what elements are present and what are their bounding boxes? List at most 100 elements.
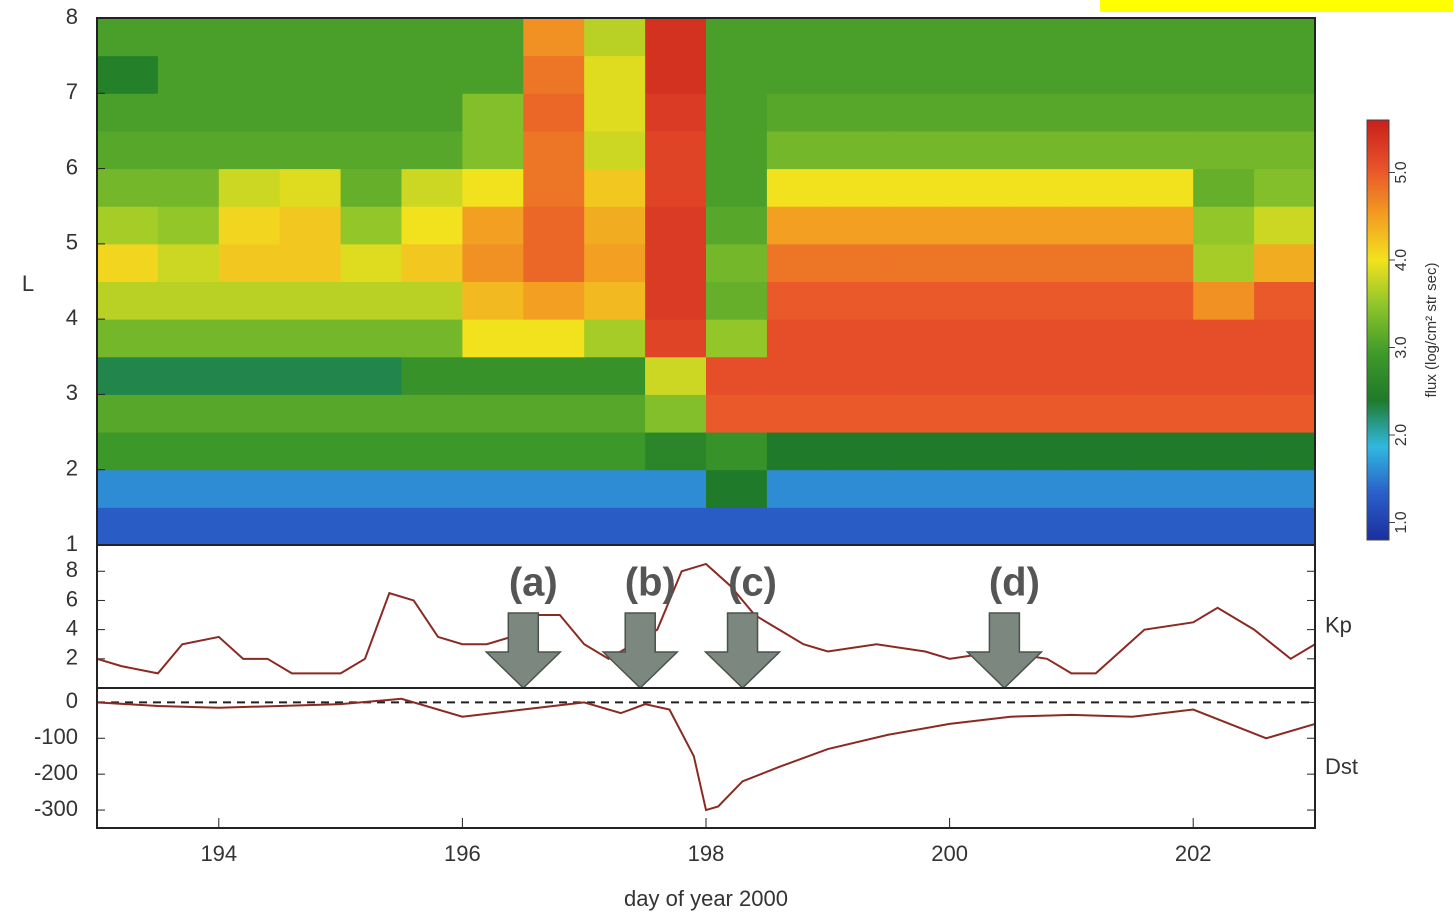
heat-cell: [888, 168, 951, 207]
heat-cell: [462, 507, 524, 546]
heat-cell: [1132, 319, 1194, 358]
heat-cell: [1254, 432, 1316, 471]
heat-cell: [401, 243, 463, 282]
heat-cell: [584, 206, 646, 245]
heat-cell: [1010, 356, 1072, 395]
heat-cell: [279, 356, 342, 395]
heat-cell: [584, 168, 646, 207]
heat-cell: [462, 93, 524, 132]
heat-cell: [279, 18, 342, 57]
heat-cell: [645, 356, 707, 395]
heat-cell: [827, 469, 890, 508]
panel-frame: [96, 687, 1316, 829]
heat-cell: [401, 18, 463, 57]
heat-cell: [97, 507, 159, 546]
heat-cell: [827, 18, 890, 57]
heat-cell: [949, 319, 1011, 358]
y-tick-label: 8: [66, 4, 78, 29]
heat-cell: [462, 168, 524, 207]
heat-cell: [1193, 469, 1255, 508]
heat-cell: [218, 206, 281, 245]
heat-cell: [1193, 168, 1255, 207]
heat-cell: [1071, 281, 1133, 320]
heat-cell: [462, 130, 524, 170]
heat-cell: [340, 206, 402, 245]
heat-cell: [645, 168, 707, 207]
heat-cell: [827, 168, 890, 207]
highlight-bar: [1100, 0, 1453, 12]
heat-cell: [888, 394, 951, 433]
heat-cell: [218, 55, 281, 94]
heat-cell: [401, 55, 463, 94]
heat-cell: [766, 55, 829, 94]
heat-cell: [584, 356, 646, 395]
heat-cell: [706, 469, 768, 508]
heat-cell: [218, 168, 281, 207]
heat-cell: [1193, 18, 1255, 57]
heat-cell: [584, 18, 646, 57]
heat-cell: [584, 319, 646, 358]
heat-cell: [888, 18, 951, 57]
heat-cell: [340, 243, 402, 282]
heat-cell: [888, 432, 951, 471]
heat-cell: [766, 93, 829, 132]
heat-cell: [462, 394, 524, 433]
heat-cell: [340, 130, 402, 170]
heat-cell: [1254, 469, 1316, 508]
heat-cell: [584, 55, 646, 94]
heat-cell: [827, 206, 890, 245]
heat-cell: [766, 168, 829, 207]
heat-cell: [401, 469, 463, 508]
y-axis-label: L: [22, 271, 34, 296]
heat-cell: [645, 18, 707, 57]
data-line: [96, 697, 1316, 812]
heat-cell: [401, 432, 463, 471]
heat-cell: [827, 356, 890, 395]
heat-cell: [157, 394, 220, 433]
heat-cell: [97, 55, 159, 94]
heat-cell: [1132, 130, 1194, 170]
heat-cell: [766, 469, 829, 508]
arrow-label: (b): [625, 561, 676, 605]
heat-cell: [279, 432, 342, 471]
heat-cell: [1010, 206, 1072, 245]
heat-cell: [827, 130, 890, 170]
heat-cell: [645, 281, 707, 320]
heat-cell: [1254, 394, 1316, 433]
heat-cell: [340, 507, 402, 546]
heat-cell: [1132, 469, 1194, 508]
heat-cell: [218, 281, 281, 320]
heat-cell: [97, 469, 159, 508]
colorbar-tick-label: 1.0: [1393, 511, 1410, 533]
heat-cell: [888, 319, 951, 358]
heat-cell: [523, 469, 585, 508]
heat-cell: [1193, 93, 1255, 132]
heat-cell: [949, 356, 1011, 395]
heat-cell: [523, 356, 585, 395]
heat-cell: [1132, 507, 1194, 546]
heat-cell: [949, 206, 1011, 245]
heat-cell: [523, 168, 585, 207]
heat-cell: [706, 93, 768, 132]
x-tick-label: 200: [931, 841, 968, 866]
heat-cell: [279, 394, 342, 433]
heat-cell: [766, 394, 829, 433]
heat-cell: [584, 469, 646, 508]
data-line: [96, 562, 1316, 675]
heat-cell: [218, 243, 281, 282]
heat-cell: [218, 130, 281, 170]
heat-cell: [1010, 319, 1072, 358]
heat-cell: [949, 469, 1011, 508]
y-tick-label: -100: [34, 724, 78, 749]
heat-cell: [279, 243, 342, 282]
heat-cell: [888, 243, 951, 282]
colorbar-tick-label: 5.0: [1393, 161, 1410, 183]
heat-cell: [706, 281, 768, 320]
heat-cell: [706, 356, 768, 395]
heat-cell: [645, 507, 707, 546]
heat-cell: [706, 130, 768, 170]
heat-cell: [949, 243, 1011, 282]
heat-cell: [1071, 394, 1133, 433]
heat-cell: [218, 432, 281, 471]
y-tick-label: -200: [34, 760, 78, 785]
